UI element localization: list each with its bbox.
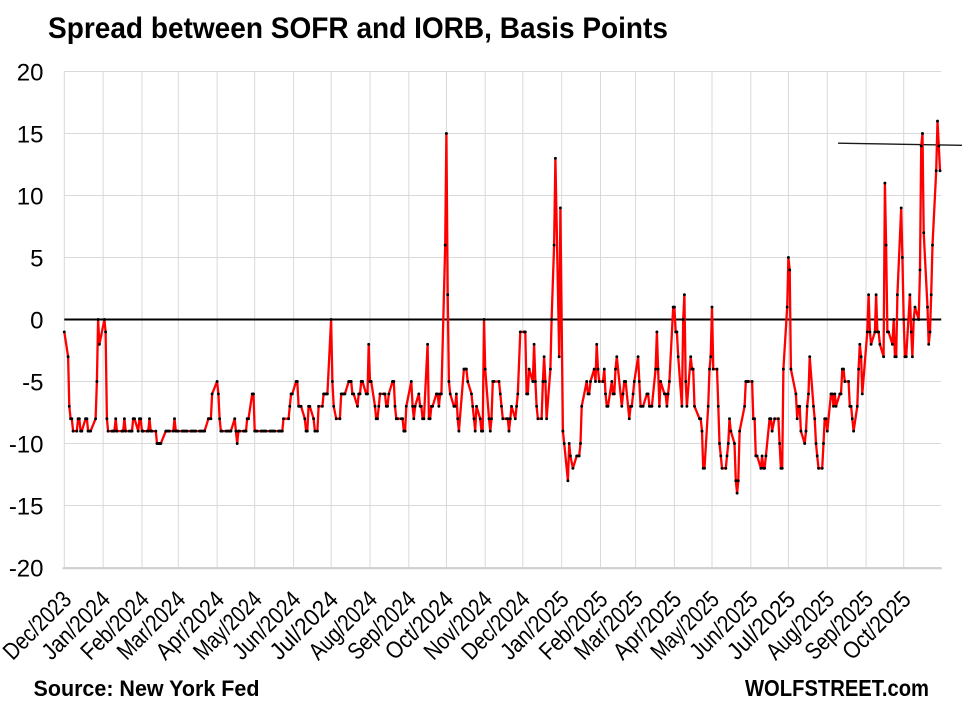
- svg-text:-20: -20: [9, 556, 44, 583]
- svg-text:WOLFSTREET.com: WOLFSTREET.com: [745, 675, 929, 701]
- svg-text:Spread between SOFR and IORB,: Spread between SOFR and IORB, Basis Poin…: [48, 12, 668, 45]
- svg-text:Source: New York Fed: Source: New York Fed: [34, 676, 260, 701]
- svg-text:20: 20: [17, 60, 44, 87]
- svg-text:10: 10: [17, 184, 44, 211]
- svg-text:-10: -10: [9, 432, 44, 459]
- svg-text:-15: -15: [9, 494, 44, 521]
- svg-text:-5: -5: [22, 370, 43, 397]
- svg-text:5: 5: [30, 246, 43, 273]
- svg-text:0: 0: [30, 308, 43, 335]
- svg-text:15: 15: [17, 122, 44, 149]
